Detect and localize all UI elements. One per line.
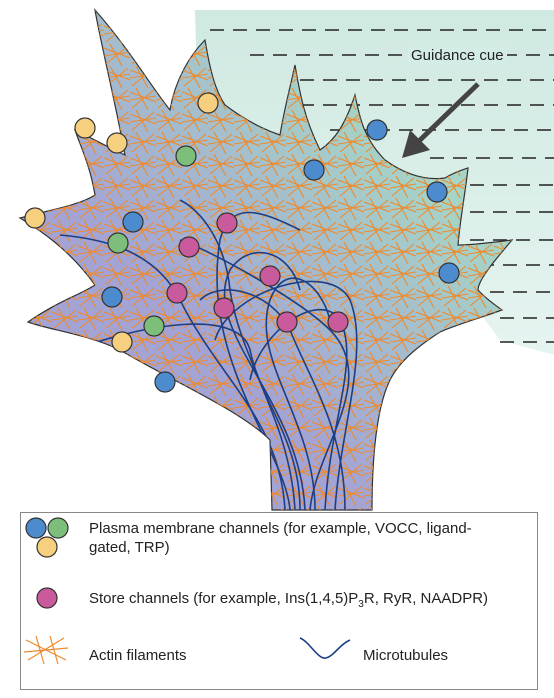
- legend-text: Store channels (for example, Ins(1,4,5)P…: [89, 589, 509, 614]
- legend-text: Plasma membrane channels (for example, V…: [89, 519, 509, 557]
- legend: Plasma membrane channels (for example, V…: [20, 512, 538, 690]
- text: R, RyR, NAADPR): [364, 590, 488, 607]
- annotation: Guidance cue: [408, 47, 507, 64]
- legend-text: Microtubules: [363, 646, 523, 665]
- page: Guidance cue Plasma membrane channels (f…: [0, 0, 554, 698]
- text: Store channels (for example, Ins(1,4,5)P: [89, 590, 358, 607]
